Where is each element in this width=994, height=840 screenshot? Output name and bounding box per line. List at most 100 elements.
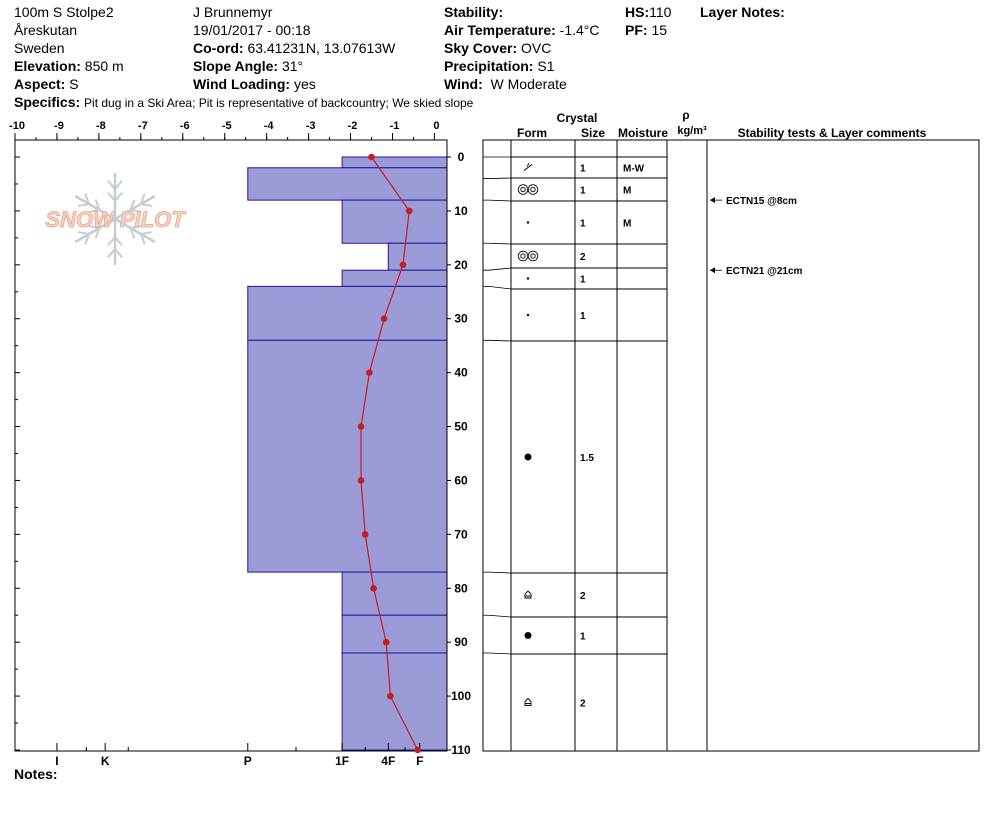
melt-form-icon xyxy=(527,250,539,262)
moisture-value: M xyxy=(623,186,631,197)
decomposing-icon xyxy=(523,164,533,171)
depth-connector xyxy=(483,571,512,574)
snowflake-arm xyxy=(114,194,156,221)
wind-loading-value: yes xyxy=(293,76,316,92)
hardness-bar xyxy=(247,285,448,341)
snowflake-branch xyxy=(114,179,123,190)
temp-tick-label: -5 xyxy=(222,120,232,132)
melt-form-icon xyxy=(530,253,536,259)
snowflake-branch xyxy=(140,203,152,207)
depth-tick-label: 80 xyxy=(454,581,468,595)
temp-tick-label: -1 xyxy=(390,120,400,132)
stability-test-label: ECTN15 @8cm xyxy=(726,196,797,207)
snowflake-branch xyxy=(130,209,142,213)
snowflake-arm xyxy=(74,194,116,221)
melt-form-icon xyxy=(517,184,529,195)
sky-cover-field: Sky Cover: OVC xyxy=(444,39,551,57)
precipitation-field: Precipitation: S1 xyxy=(444,57,554,75)
observer-name: J Brunnemyr xyxy=(193,4,273,20)
cup-crystal-icon xyxy=(524,590,532,599)
wind-loading-field: Wind Loading: yes xyxy=(193,75,316,93)
country-name: Sweden xyxy=(14,40,65,56)
hardness-tick-label: 1F xyxy=(335,754,349,768)
melt-form-icon xyxy=(520,186,526,193)
pf-label: PF: xyxy=(625,22,648,38)
temperature-point xyxy=(366,369,373,376)
depth-connector xyxy=(483,177,512,179)
hardness-bar xyxy=(341,652,448,751)
density-unit-header: kg/m³ xyxy=(677,125,707,137)
snowflake-branch xyxy=(140,231,152,235)
depth-tick-label: 60 xyxy=(454,473,468,487)
hardness-bar xyxy=(387,242,448,271)
slope-value: 31° xyxy=(281,58,304,74)
size-value: 1 xyxy=(580,164,586,175)
hardness-tick-label: F xyxy=(416,754,423,768)
decomposing-icon xyxy=(526,163,530,167)
depth-tick-label: 0 xyxy=(458,150,465,164)
elevation-field: Elevation: 850 m xyxy=(14,57,124,75)
hardness-bar xyxy=(247,167,448,201)
temp-tick-label: -7 xyxy=(138,120,148,132)
air-temp-label: Air Temperature: xyxy=(444,22,556,38)
hs-value: 110 xyxy=(649,4,672,20)
stability-test-label: ECTN21 @21cm xyxy=(726,266,803,277)
moisture-header: Moisture xyxy=(618,126,668,140)
temperature-point xyxy=(357,423,365,430)
precipitation-label: Precipitation: xyxy=(444,58,534,74)
stability-label: Stability: xyxy=(444,4,504,20)
size-value: 1 xyxy=(580,632,586,643)
hardness-bar xyxy=(341,156,448,169)
specifics-value: Pit dug in a Ski Area; Pit is representa… xyxy=(84,96,474,110)
slope-label: Slope Angle: xyxy=(193,58,279,74)
depth-tick-label: 40 xyxy=(454,366,468,380)
depth-tick-label: 10 xyxy=(454,204,468,218)
temp-tick-label: -2 xyxy=(348,120,358,132)
table-frame xyxy=(482,139,980,752)
notes-label: Notes: xyxy=(14,766,58,782)
depth-connector xyxy=(483,267,512,271)
wind-label: Wind: xyxy=(444,76,483,92)
snowflake-branch xyxy=(107,248,116,259)
temperature-point xyxy=(387,692,394,700)
melt-form-icon xyxy=(520,253,526,259)
snowflake-branch xyxy=(84,193,90,205)
rounded-grain-icon xyxy=(524,632,532,639)
depth-connector xyxy=(483,242,512,245)
temperature-point xyxy=(370,584,377,592)
snowflake-branch xyxy=(88,209,100,213)
size-value: 1.5 xyxy=(580,453,594,464)
snowflake-branch xyxy=(140,193,146,205)
crystal-header: Crystal xyxy=(557,111,598,125)
snowflake-branch xyxy=(130,225,142,229)
elevation-value: 850 m xyxy=(84,58,124,74)
chart-axes: -10 -9 -8 -7 -6 -5 -4 -3 -2 -1 0010203040506070809… xyxy=(9,120,471,768)
temperature-point xyxy=(414,746,421,754)
hardness-bars xyxy=(247,156,448,751)
wind-value: W Moderate xyxy=(490,76,567,92)
hardness-tick-label: I xyxy=(55,754,58,768)
form-header: Form xyxy=(517,126,547,140)
depth-tick-label: 70 xyxy=(454,527,468,541)
aspect-field: Aspect: S xyxy=(14,75,79,93)
location-name: Åreskutan xyxy=(14,22,78,38)
temp-tick-label: 0 xyxy=(433,120,439,132)
wind-loading-label: Wind Loading: xyxy=(193,76,291,92)
snowpilot-logo: SNOW PILOT xyxy=(45,173,187,265)
moisture-value: M-W xyxy=(623,164,645,175)
air-temp-value: -1.4°C xyxy=(559,22,600,38)
layer-notes-label: Layer Notes: xyxy=(700,4,785,20)
temp-tick-label: -3 xyxy=(306,120,316,132)
slope-field: Slope Angle: 31° xyxy=(193,57,303,75)
size-value: 1 xyxy=(580,311,586,322)
melt-form-icon xyxy=(527,184,539,195)
hardness-bar xyxy=(341,614,448,654)
melt-form-icon xyxy=(517,250,529,262)
temperature-point xyxy=(380,315,388,323)
hardness-tick-label: 4F xyxy=(381,754,395,768)
temperature-point xyxy=(382,638,390,646)
snowflake-branch xyxy=(114,236,123,247)
snowflake-branch xyxy=(107,179,116,190)
aspect-label: Aspect: xyxy=(14,76,66,92)
